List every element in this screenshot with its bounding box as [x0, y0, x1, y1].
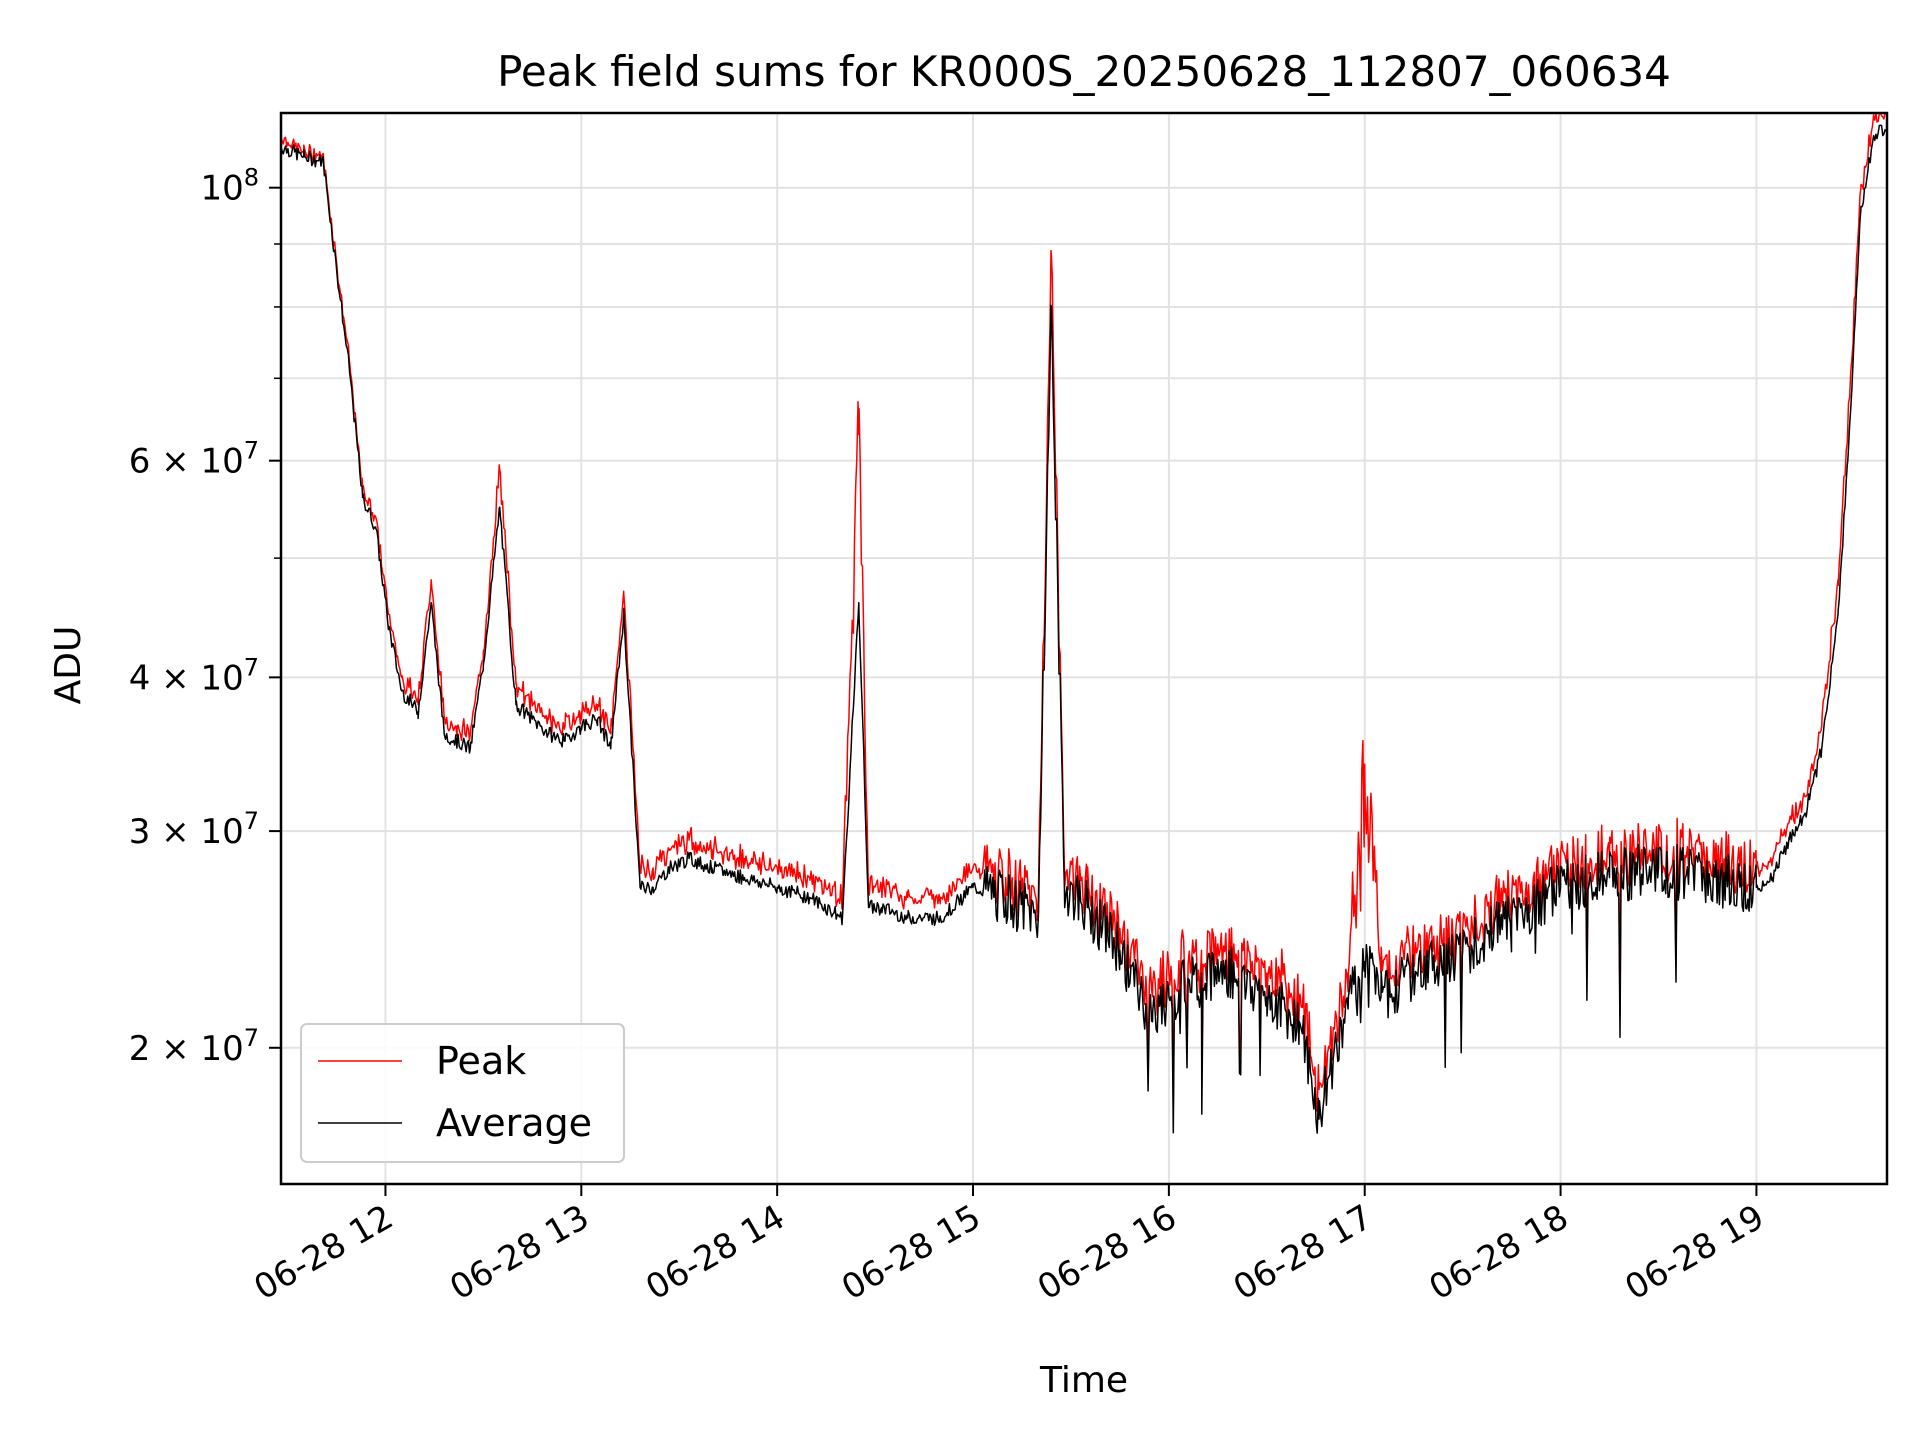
y-tick-label: 3 × 107: [129, 807, 259, 852]
legend: Peak Average: [300, 1023, 625, 1163]
y-axis-label: ADU: [48, 626, 89, 705]
legend-average-label: Average: [436, 1101, 592, 1145]
grid-layer: [281, 113, 1887, 1184]
legend-peak-label: Peak: [436, 1039, 526, 1083]
series-line-peak: [280, 112, 1888, 1112]
y-tick-label: 4 × 107: [129, 653, 259, 698]
plot-frame: [279, 111, 1889, 1186]
y-tick-label: 6 × 107: [129, 437, 259, 482]
series-layer: [280, 112, 1888, 1134]
series-line-average: [280, 124, 1888, 1134]
legend-box: [300, 1023, 625, 1163]
x-axis-label: Time: [1039, 1360, 1128, 1401]
chart-title: Peak field sums for KR000S_20250628_1128…: [497, 47, 1671, 96]
y-tick-label: 2 × 107: [129, 1024, 259, 1069]
y-tick-label: 108: [200, 164, 259, 209]
